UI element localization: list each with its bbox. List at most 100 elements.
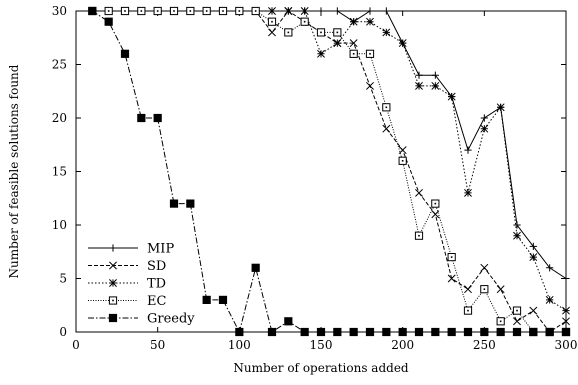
legend-entry-greedy: Greedy (88, 312, 195, 327)
data-point (562, 317, 570, 326)
y-tick-label: 20 (52, 111, 67, 125)
data-point (300, 327, 309, 337)
x-tick-label: 150 (310, 338, 333, 352)
y-tick-label: 0 (59, 325, 67, 339)
data-point-dot (516, 309, 518, 312)
x-tick-label: 200 (391, 338, 414, 352)
data-point-dot (107, 10, 110, 12)
data-point (268, 28, 276, 37)
data-point (104, 17, 113, 26)
y-tick-label: 5 (59, 272, 67, 286)
legend-entry-td: TD (88, 277, 166, 292)
data-point-dot (467, 309, 469, 312)
data-point (480, 114, 488, 122)
data-point-dot (320, 31, 322, 34)
data-point (464, 285, 472, 294)
data-point (382, 124, 391, 133)
data-point-dot (254, 10, 257, 12)
data-point-dot (450, 256, 453, 258)
data-point (415, 188, 423, 197)
data-point (529, 306, 538, 315)
data-point-dot (140, 10, 143, 12)
data-point (333, 39, 342, 48)
data-point (267, 327, 277, 337)
y-tick-label: 15 (52, 165, 67, 179)
data-point-dot (222, 10, 224, 12)
data-point (414, 327, 424, 337)
data-point (268, 7, 276, 15)
series-layer (88, 6, 571, 337)
data-point (137, 113, 146, 123)
data-point-dot (205, 10, 208, 12)
data-point (398, 146, 407, 155)
data-point (545, 295, 554, 304)
y-tick-label: 30 (52, 4, 67, 18)
data-point (512, 327, 522, 337)
data-point (365, 327, 375, 337)
data-point (496, 103, 505, 112)
data-point (513, 221, 521, 229)
data-point (88, 6, 97, 16)
data-point (186, 199, 195, 208)
data-point-dot (287, 31, 290, 34)
data-point (546, 264, 554, 272)
legend-label: EC (147, 294, 166, 309)
legend-label: Greedy (147, 312, 195, 327)
data-point (463, 327, 473, 337)
data-point-dot (434, 202, 437, 205)
legend-marker (108, 313, 118, 323)
data-point (529, 242, 537, 250)
data-point-dot (385, 106, 388, 109)
x-tick-label: 50 (150, 338, 165, 352)
legend-marker (109, 261, 117, 270)
data-point (333, 327, 342, 337)
data-point-dot (369, 53, 371, 55)
y-tick-label: 25 (52, 58, 67, 72)
y-tick-label: 10 (52, 218, 67, 232)
plot-area: 0 50 100 150 200 250 300 0 5 10 15 20 25 30 (52, 4, 578, 352)
data-point (284, 7, 293, 15)
data-point (398, 327, 407, 337)
data-point (562, 274, 570, 283)
data-point-dot (238, 10, 241, 12)
data-point (251, 263, 260, 272)
data-point (153, 113, 162, 123)
x-tick-label: 0 (72, 338, 80, 352)
data-point (366, 17, 374, 26)
data-point (529, 327, 538, 337)
data-point-dot (499, 320, 502, 323)
data-point (496, 285, 505, 294)
data-point (382, 327, 391, 337)
legend-label: SD (147, 259, 166, 274)
data-point-dot (156, 10, 159, 12)
data-point (464, 188, 472, 197)
series-greedy (88, 6, 571, 337)
legend-entry-ec: EC (88, 294, 166, 309)
legend-entry-sd: SD (88, 259, 166, 274)
data-point (545, 327, 554, 337)
data-point (349, 17, 358, 26)
x-tick-label: 100 (228, 338, 251, 352)
legend-marker (109, 279, 117, 287)
legend-entry-mip: MIP (88, 242, 174, 257)
data-point (431, 71, 439, 79)
data-point (284, 317, 293, 326)
data-point-dot (401, 160, 404, 162)
data-point (447, 274, 456, 283)
data-point-dot (418, 234, 420, 237)
data-point (480, 327, 489, 337)
data-point (480, 263, 489, 272)
data-point (513, 317, 521, 326)
data-point-dot (483, 288, 486, 290)
data-point (317, 49, 325, 58)
data-point-dot (173, 10, 175, 12)
legend: MIP SD TD EC Greedy (88, 242, 195, 327)
data-point (415, 81, 423, 90)
data-point (415, 71, 423, 79)
data-point (235, 327, 244, 337)
data-point (169, 199, 179, 208)
legend-marker-dot (112, 299, 114, 302)
data-point (349, 327, 358, 337)
x-axis-label: Number of operations added (233, 361, 409, 375)
